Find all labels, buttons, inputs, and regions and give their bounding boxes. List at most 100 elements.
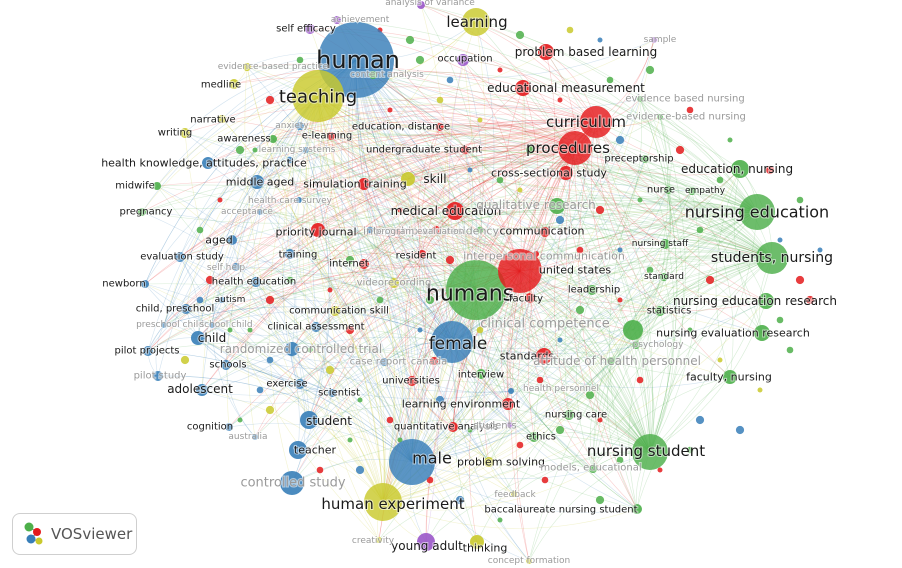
network-node[interactable]: [651, 37, 657, 43]
network-node-label[interactable]: interpersonal communication: [462, 249, 626, 264]
network-node[interactable]: [330, 306, 340, 316]
network-node[interactable]: [380, 358, 388, 366]
network-node[interactable]: [221, 360, 231, 370]
network-node-label[interactable]: humans: [425, 281, 515, 308]
network-node-label[interactable]: learning environment: [401, 397, 522, 412]
network-node-minor[interactable]: [307, 347, 313, 353]
network-node[interactable]: [758, 293, 774, 309]
network-node[interactable]: [558, 131, 592, 165]
network-node-label[interactable]: pregnancy: [119, 206, 174, 219]
network-node[interactable]: [305, 24, 315, 34]
network-node-minor[interactable]: [425, 295, 435, 305]
network-node[interactable]: [655, 306, 665, 316]
network-node-minor[interactable]: [597, 417, 603, 423]
network-node-minor[interactable]: [757, 387, 763, 393]
network-node[interactable]: [533, 251, 539, 257]
network-node-label[interactable]: e-learning: [301, 130, 354, 143]
network-node-label[interactable]: evidence based nursing: [624, 93, 745, 106]
network-node-minor[interactable]: [252, 147, 258, 153]
network-node-minor[interactable]: [541, 476, 549, 484]
network-node[interactable]: [303, 147, 309, 153]
network-node[interactable]: [525, 293, 535, 303]
network-node-label[interactable]: statistics: [646, 305, 693, 318]
network-node-label[interactable]: faculty: [508, 293, 544, 306]
network-node-minor[interactable]: [497, 517, 503, 523]
network-node[interactable]: [257, 209, 263, 215]
network-node-label[interactable]: education, nursing: [680, 161, 794, 177]
network-node-minor[interactable]: [357, 397, 363, 403]
network-node-minor[interactable]: [347, 437, 353, 443]
network-node-label[interactable]: evaluation study: [139, 251, 225, 264]
network-node-minor[interactable]: [557, 97, 563, 103]
network-node-minor[interactable]: [735, 425, 745, 435]
network-node[interactable]: [289, 441, 307, 459]
network-node-label[interactable]: student: [305, 413, 353, 429]
network-node-minor[interactable]: [477, 117, 483, 123]
network-node-label[interactable]: middle aged: [225, 175, 296, 190]
network-node[interactable]: [589, 465, 597, 473]
network-node[interactable]: [470, 535, 484, 549]
network-node-label[interactable]: aged: [204, 233, 233, 248]
network-node[interactable]: [327, 132, 335, 140]
network-node-label[interactable]: achievement: [330, 14, 391, 26]
network-node[interactable]: [401, 172, 415, 186]
network-node-label[interactable]: human: [315, 45, 401, 75]
network-node-label[interactable]: narrative: [189, 114, 236, 127]
network-node[interactable]: [515, 80, 531, 96]
network-node-label[interactable]: evidence-based nursing: [625, 111, 747, 124]
network-node[interactable]: [191, 331, 205, 345]
network-node-minor[interactable]: [687, 327, 693, 333]
network-node-minor[interactable]: [536, 376, 544, 384]
network-node-label[interactable]: nursing staff: [631, 238, 690, 250]
network-node[interactable]: [389, 278, 399, 288]
network-node-label[interactable]: teacher: [293, 443, 338, 458]
network-node[interactable]: [511, 491, 517, 497]
network-node-label[interactable]: creativity: [351, 535, 396, 547]
network-node-label[interactable]: randomized controlled trial: [219, 341, 383, 357]
network-node-label[interactable]: occupation: [436, 53, 493, 66]
network-node[interactable]: [448, 422, 458, 432]
network-node[interactable]: [637, 96, 643, 102]
network-node-label[interactable]: controlled study: [239, 475, 346, 492]
network-node[interactable]: [358, 178, 370, 190]
network-node[interactable]: [243, 63, 251, 71]
network-node-minor[interactable]: [555, 215, 565, 225]
network-node[interactable]: [251, 277, 261, 287]
network-node-label[interactable]: health personnel: [522, 383, 600, 395]
network-node-label[interactable]: internet: [328, 258, 370, 271]
network-node-minor[interactable]: [345, 255, 355, 265]
network-node[interactable]: [754, 325, 770, 341]
network-node[interactable]: [430, 357, 438, 365]
network-node[interactable]: [580, 106, 612, 138]
network-node[interactable]: [484, 457, 494, 467]
network-node-minor[interactable]: [555, 425, 565, 435]
network-node-minor[interactable]: [717, 357, 723, 363]
network-node-minor[interactable]: [675, 145, 685, 155]
network-node-minor[interactable]: [617, 247, 623, 253]
network-node-minor[interactable]: [716, 176, 724, 184]
network-node-label[interactable]: education, distance: [351, 121, 451, 134]
network-node-label[interactable]: clinical competence: [479, 316, 611, 333]
network-node-minor[interactable]: [575, 305, 585, 315]
network-node-minor[interactable]: [345, 325, 355, 335]
network-node-label[interactable]: schools: [208, 359, 247, 372]
network-node[interactable]: [395, 229, 401, 235]
network-node[interactable]: [250, 175, 264, 189]
network-node[interactable]: [225, 423, 233, 431]
network-node-label[interactable]: nursing evaluation research: [655, 326, 811, 341]
network-node[interactable]: [417, 533, 435, 551]
network-node-label[interactable]: scientist: [317, 387, 361, 400]
network-node-label[interactable]: baccalaureate nursing student: [483, 504, 638, 517]
network-node-minor[interactable]: [405, 35, 415, 45]
network-node-label[interactable]: skill: [422, 171, 447, 187]
network-node[interactable]: [175, 252, 185, 262]
network-node[interactable]: [295, 379, 305, 389]
network-node-minor[interactable]: [705, 275, 715, 285]
network-node-minor[interactable]: [686, 106, 694, 114]
network-node-label[interactable]: simulation training: [302, 177, 407, 192]
network-node[interactable]: [756, 242, 788, 274]
network-node-label[interactable]: writing: [157, 127, 193, 140]
network-node-minor[interactable]: [595, 495, 605, 505]
network-node-label[interactable]: young adult: [390, 538, 464, 554]
network-node-minor[interactable]: [597, 37, 603, 43]
